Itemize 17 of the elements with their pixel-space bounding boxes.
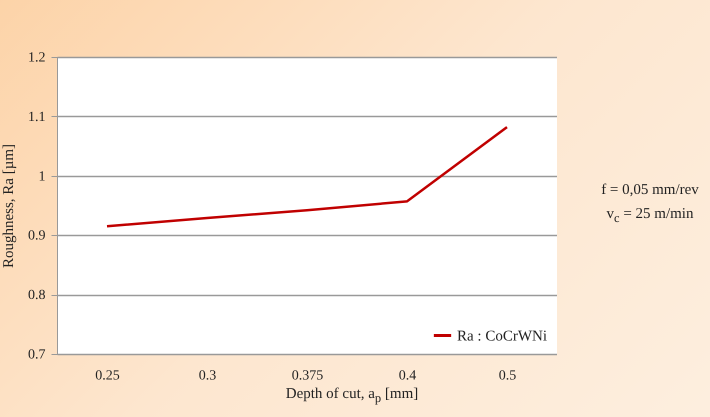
- line-series: [106, 126, 508, 228]
- y-tick-label: 0.9: [28, 228, 46, 244]
- text: v$_{c}$ = 25 m/min: [606, 206, 694, 225]
- y-tick-label: 1.2: [28, 50, 46, 66]
- x-axis-title: Depth of cut, a$_{p}$ [mm]: [284, 386, 420, 406]
- x-tick-label: 0.375: [292, 368, 324, 384]
- text: f = 0,05 mm/rev: [601, 182, 699, 198]
- y-axis-title: Roughness, Ra [µm]: [1, 144, 17, 268]
- y-tick-label: 1.1: [28, 110, 46, 125]
- x-tick-label: 0.4: [398, 368, 416, 384]
- x-tick-label: 0.25: [95, 368, 120, 384]
- x-tick-label: 0.5: [498, 368, 516, 384]
- legend-label: Ra : CoCrWNi: [457, 328, 547, 344]
- y-tick-label: 0.7: [28, 348, 46, 362]
- y-tick-label: 0.8: [28, 288, 46, 304]
- x-tick-label: 0.3: [198, 368, 216, 384]
- y-tick-label: 1: [38, 169, 46, 184]
